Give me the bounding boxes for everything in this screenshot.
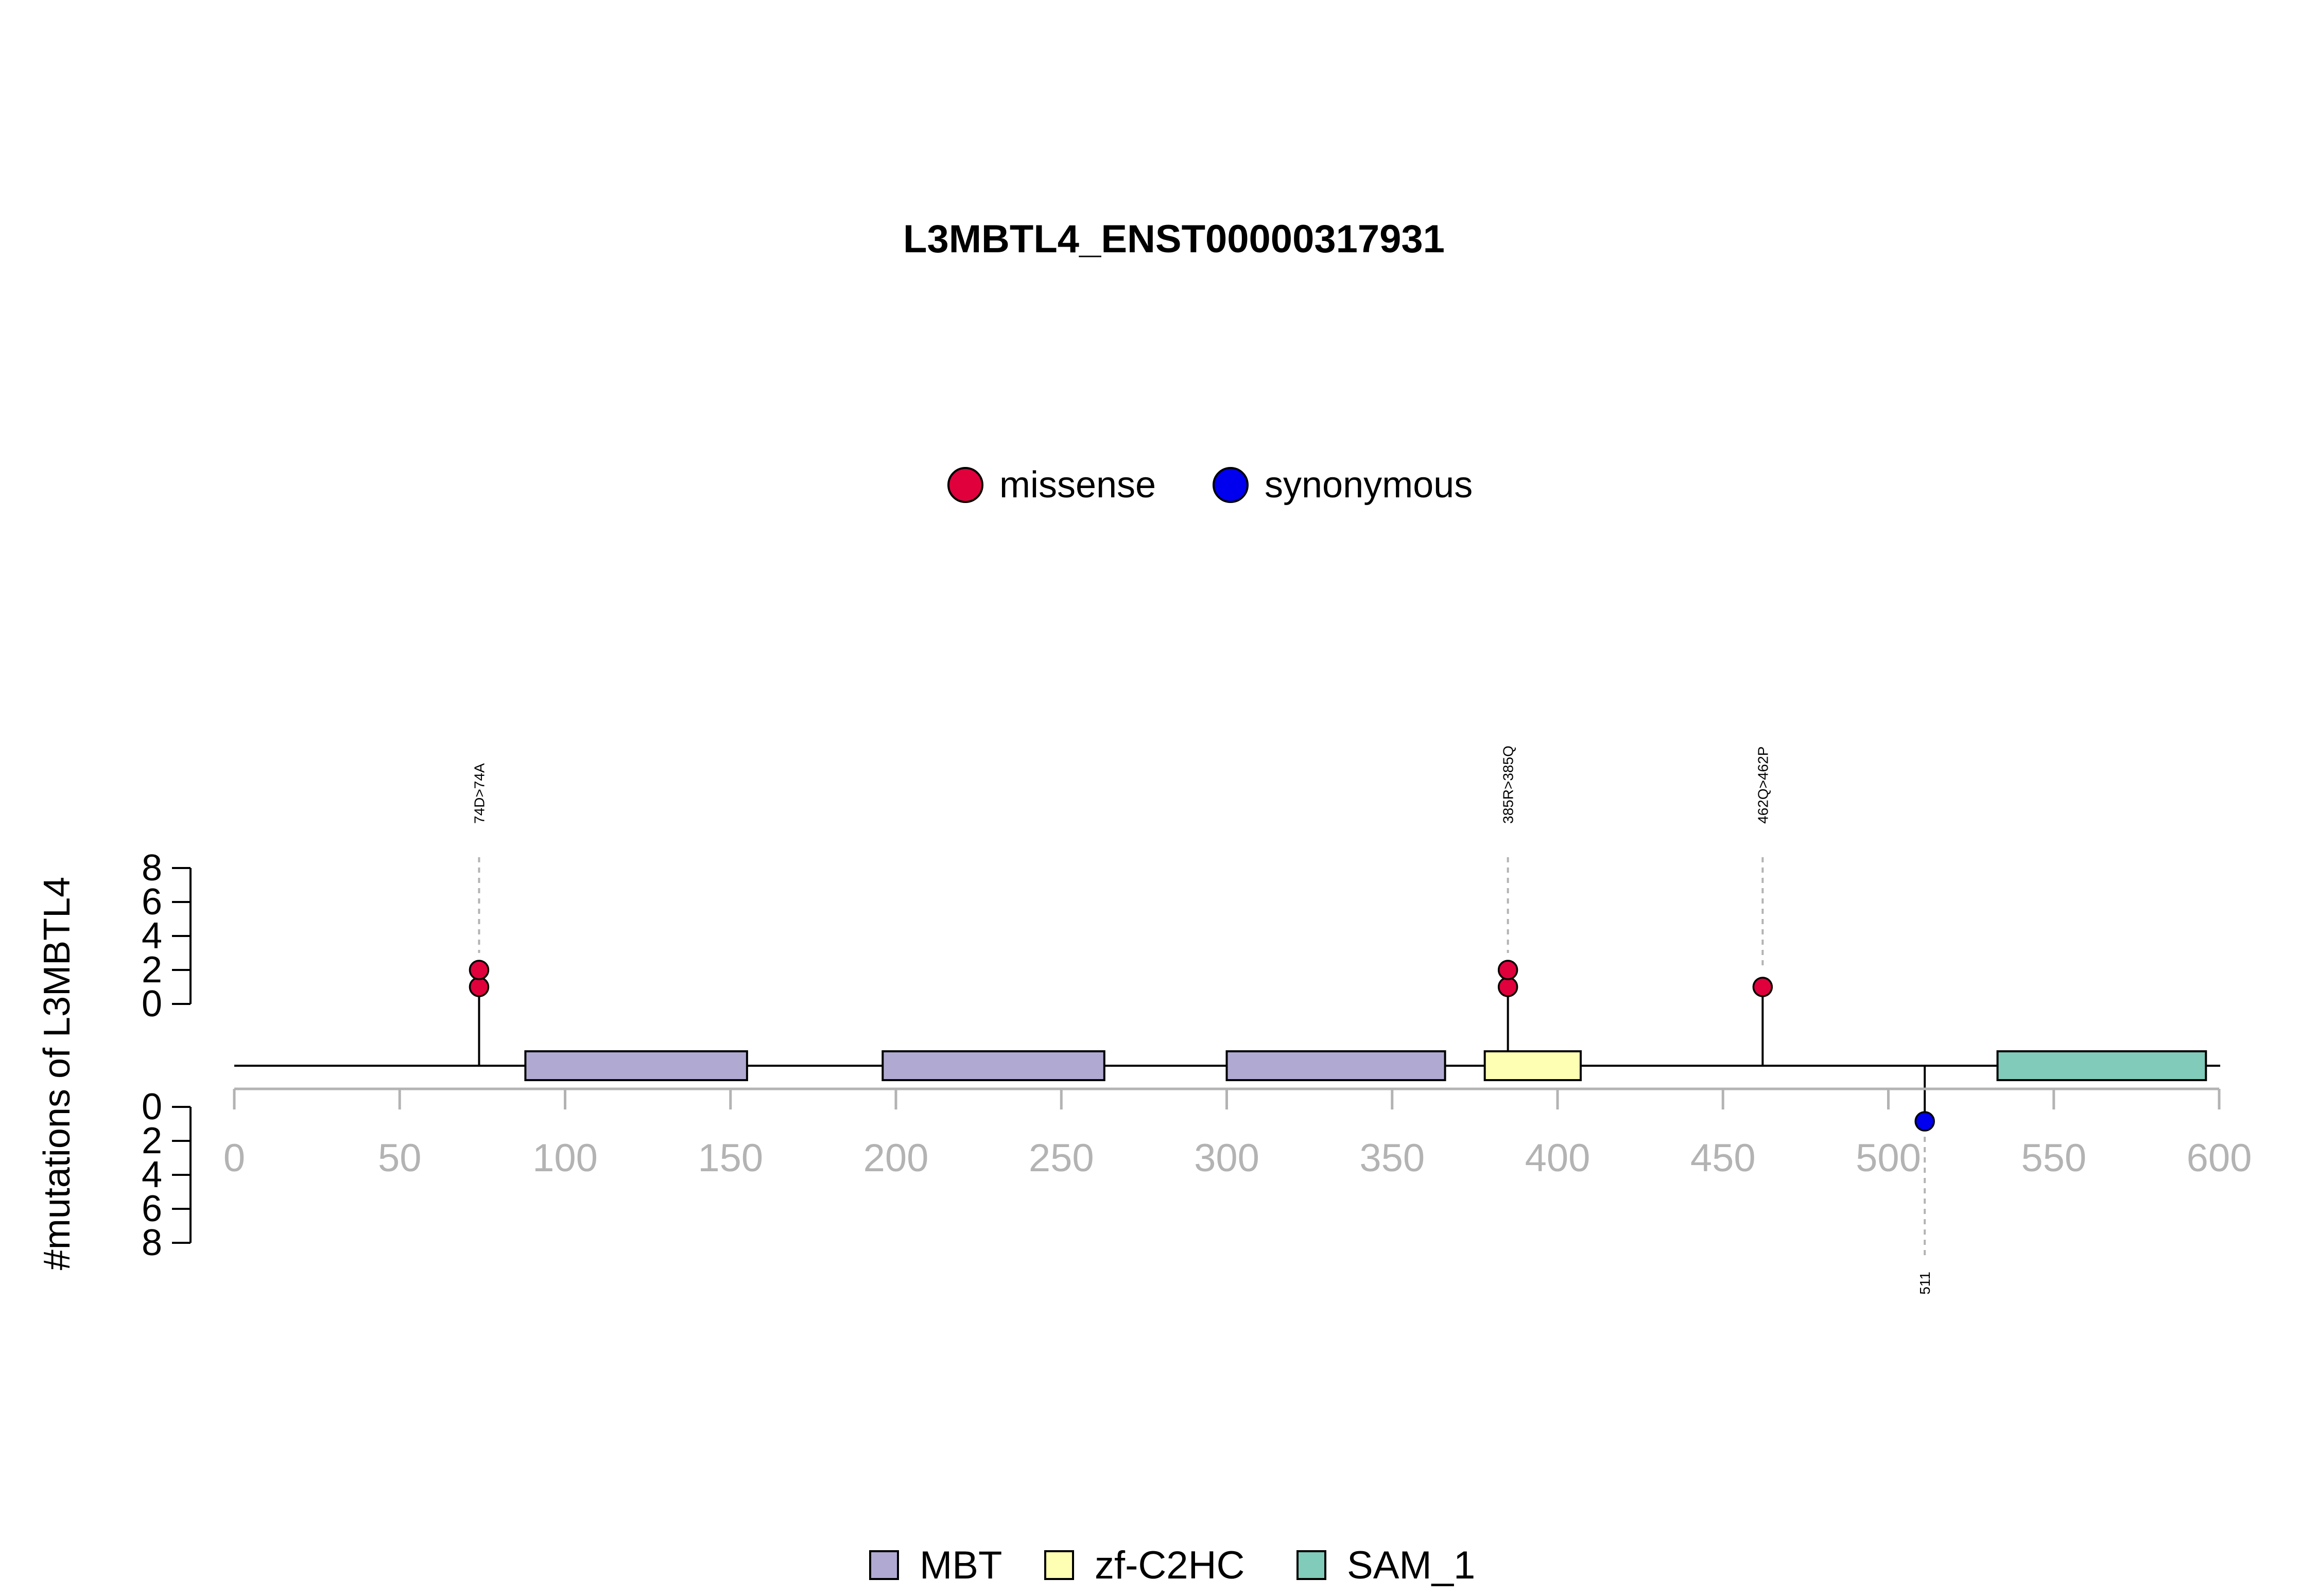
mutation-point-511-1 — [1914, 1111, 1935, 1132]
x-tick-label-450: 450 — [1690, 1136, 1756, 1180]
y-top-tick-label-8: 8 — [142, 847, 162, 889]
y-top-tick-label-0: 0 — [142, 983, 162, 1025]
x-tick-label-400: 400 — [1525, 1136, 1590, 1180]
y-top-tick-label-4: 4 — [142, 915, 162, 957]
y-bottom-tick-label-4: 4 — [142, 1154, 162, 1195]
mutation-legend: missense synonymous — [947, 464, 1473, 506]
x-tick-label-500: 500 — [1856, 1136, 1921, 1180]
x-tick-label-350: 350 — [1359, 1136, 1425, 1180]
y-top-tick-label-6: 6 — [142, 881, 162, 923]
x-tick-label-550: 550 — [2021, 1136, 2086, 1180]
x-tick-label-300: 300 — [1194, 1136, 1259, 1180]
x-tick-label-250: 250 — [1029, 1136, 1094, 1180]
domain-zf-C2HC-3 — [1483, 1050, 1582, 1081]
mutation-point-462-1 — [1752, 977, 1773, 997]
x-tick-label-0: 0 — [223, 1136, 245, 1180]
legend-label-MBT: MBT — [920, 1543, 1002, 1587]
x-tick-label-150: 150 — [698, 1136, 763, 1180]
mutation-label-511: 511 — [1917, 1272, 1933, 1295]
mutation-label-74: 74D>74A — [471, 763, 487, 824]
x-tick-label-100: 100 — [532, 1136, 598, 1180]
legend-label-synonymous: synonymous — [1265, 464, 1473, 506]
domain-MBT-1 — [881, 1050, 1105, 1081]
legend-label-zf-C2HC: zf-C2HC — [1095, 1543, 1244, 1587]
y-top-tick-label-2: 2 — [142, 949, 162, 991]
domain-layer — [524, 1050, 2207, 1081]
x-tick-label-50: 50 — [378, 1136, 422, 1180]
x-tick-label-600: 600 — [2187, 1136, 2252, 1180]
y-axis-label: #mutations of L3MBTL4 — [37, 877, 78, 1270]
y-bottom-tick-label-6: 6 — [142, 1188, 162, 1229]
legend-marker-missense — [947, 467, 983, 503]
mutation-point-385-1 — [1497, 977, 1518, 997]
mutation-point-385-2 — [1497, 960, 1518, 980]
legend-label-missense: missense — [999, 464, 1156, 506]
x-axis: 0 50 100 150 200 250 300 350 400 450 500 550 600 — [223, 1087, 2252, 1180]
x-tick-label-200: 200 — [863, 1136, 929, 1180]
legend-swatch-MBT — [869, 1550, 899, 1580]
domain-MBT-2 — [1225, 1050, 1446, 1081]
y-bottom-tick-label-0: 0 — [142, 1086, 162, 1127]
domain-MBT-0 — [524, 1050, 748, 1081]
y-bottom-tick-label-2: 2 — [142, 1120, 162, 1161]
mutation-point-74-2 — [469, 960, 490, 980]
mutation-label-385: 385R>385Q — [1500, 745, 1516, 824]
mutation-label-462: 462Q>462P — [1755, 747, 1771, 824]
chart-title: L3MBTL4_ENST00000317931 — [903, 217, 1445, 261]
legend-label-SAM_1: SAM_1 — [1347, 1543, 1475, 1587]
legend-swatch-SAM_1 — [1296, 1550, 1326, 1580]
legend-marker-synonymous — [1213, 467, 1249, 503]
mutation-point-74-1 — [469, 977, 490, 997]
domain-legend: MBT zf-C2HC SAM_1 — [869, 1543, 1475, 1587]
lollipop-layer: 74D>74A 385R>385Q 462Q>462P 511 — [469, 745, 1935, 1295]
domain-SAM_1-4 — [1996, 1050, 2207, 1081]
legend-swatch-zf-C2HC — [1044, 1550, 1074, 1580]
y-bottom-tick-label-8: 8 — [142, 1222, 162, 1263]
